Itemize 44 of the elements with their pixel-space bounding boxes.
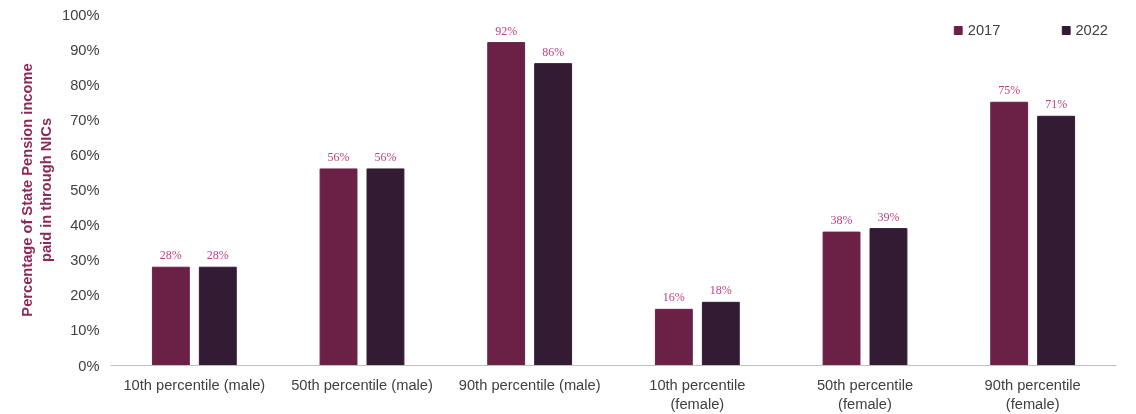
bar xyxy=(822,231,861,366)
y-tick-label: 0% xyxy=(78,357,100,374)
y-tick-label: 20% xyxy=(70,287,100,304)
data-label: 28% xyxy=(159,248,182,263)
bar xyxy=(487,42,526,366)
x-tick-label: 10th percentile (male) xyxy=(123,376,266,393)
data-label: 28% xyxy=(206,248,229,263)
x-tick-label: 50th percentile (female) xyxy=(816,376,914,412)
y-tick-label: 60% xyxy=(70,146,100,163)
bar xyxy=(654,308,693,366)
x-tick-label: 10th percentile (female) xyxy=(649,376,746,412)
y-tick-label: 40% xyxy=(70,217,100,234)
y-tick-label: 50% xyxy=(70,182,100,198)
bar xyxy=(869,228,908,366)
data-label: 71% xyxy=(1045,97,1068,112)
data-label: 92% xyxy=(495,23,518,38)
data-label: 56% xyxy=(327,149,350,164)
x-tick-label: 90th percentile (female) xyxy=(984,376,1081,412)
bar xyxy=(701,301,740,366)
data-label: 75% xyxy=(998,83,1021,98)
x-tick-label: 90th percentile (male) xyxy=(458,376,601,393)
y-tick-label: 80% xyxy=(70,76,100,93)
data-label: 56% xyxy=(374,149,397,164)
bar xyxy=(366,168,405,366)
data-label: 86% xyxy=(542,44,565,59)
legend-label: 2017 xyxy=(967,22,1001,38)
data-label: 38% xyxy=(830,213,853,228)
y-tick-label: 70% xyxy=(70,111,100,128)
bar xyxy=(198,266,237,366)
y-tick-label: 90% xyxy=(70,41,100,58)
data-label: 18% xyxy=(709,283,732,298)
y-tick-label: 10% xyxy=(70,322,100,339)
data-label: 39% xyxy=(877,209,900,224)
y-axis-title: Percentage of State Pension income paid in through NICs xyxy=(18,63,55,317)
bar xyxy=(1037,115,1076,366)
data-label: 16% xyxy=(662,290,685,305)
bar xyxy=(319,168,358,366)
x-tick-label: 50th percentile (male) xyxy=(291,376,433,393)
y-tick-label: 30% xyxy=(70,252,100,269)
y-tick-label: 100% xyxy=(62,6,100,23)
legend-label: 2022 xyxy=(1075,22,1108,38)
bar xyxy=(990,101,1029,366)
bar xyxy=(151,266,190,366)
bar xyxy=(534,63,573,366)
